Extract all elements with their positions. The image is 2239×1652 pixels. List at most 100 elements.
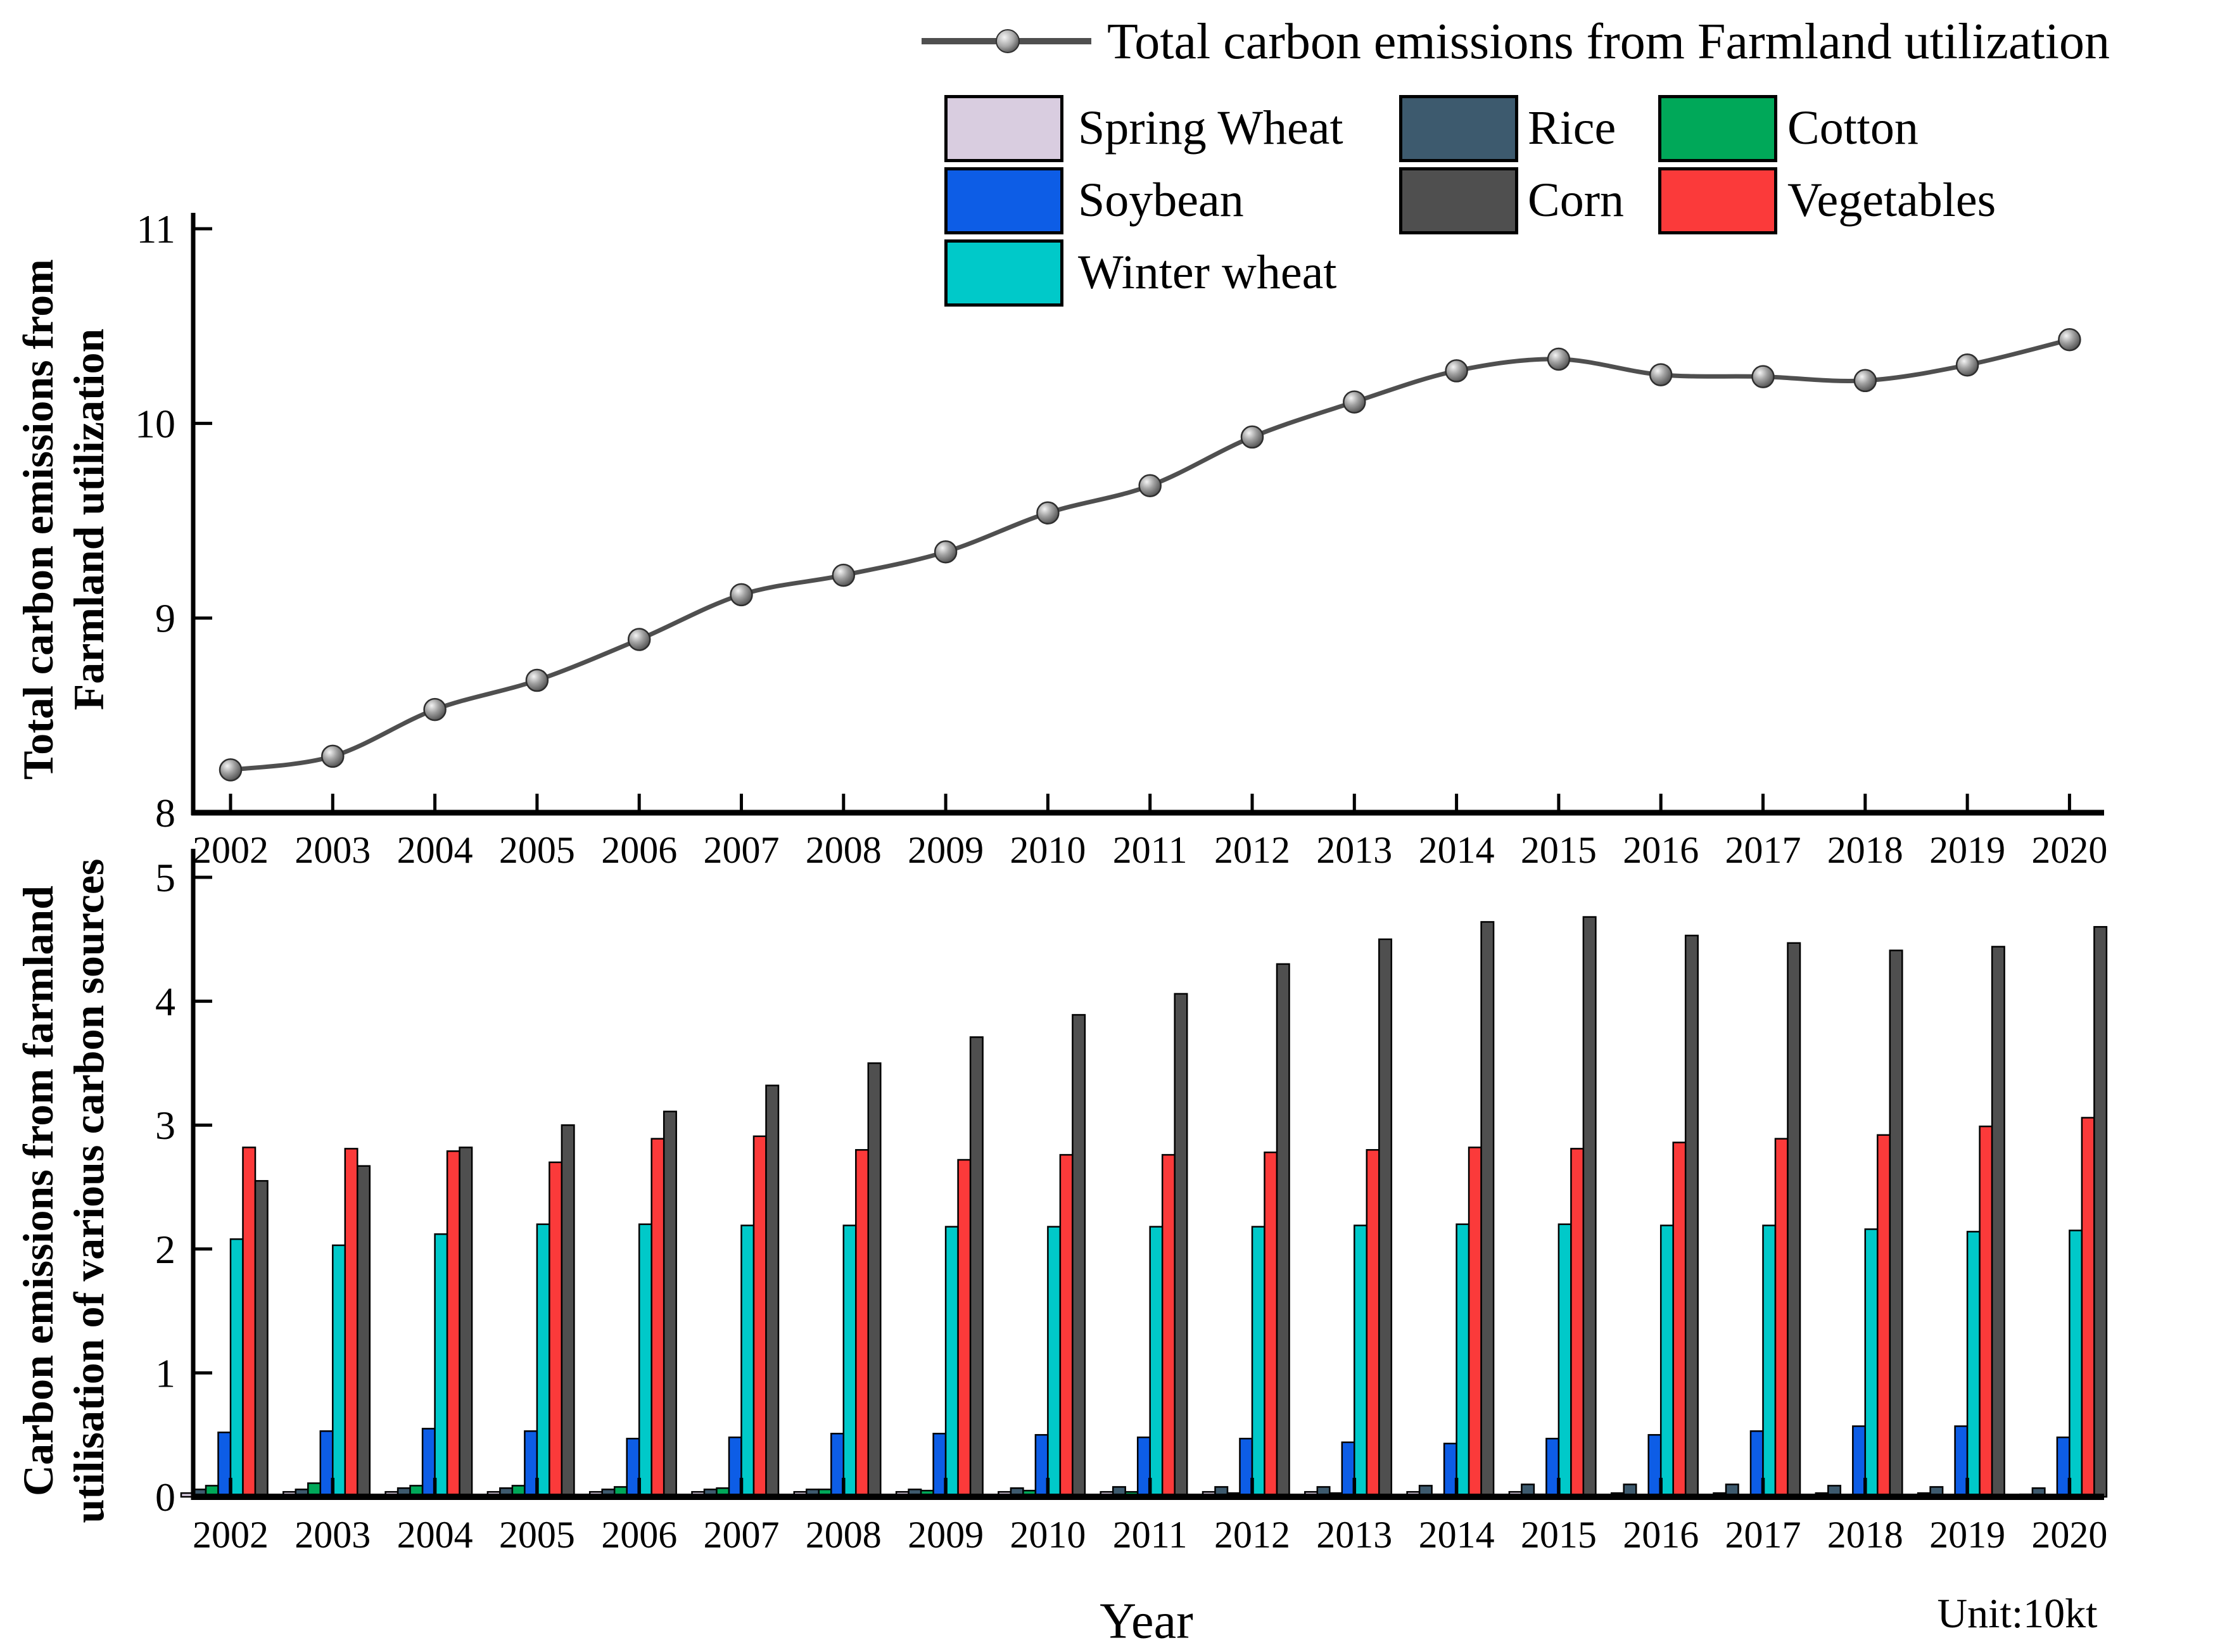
bar [1684,934,1699,1498]
bar [1264,1151,1278,1498]
bar [638,1223,652,1498]
bottom-y-tick-label: 3 [155,1103,175,1148]
bar [1991,946,2005,1498]
line-marker [1240,425,1264,449]
bar [752,1135,767,1498]
bottom-x-tick-label: 2005 [499,1514,575,1556]
bottom-x-tick-label: 2002 [193,1514,269,1556]
bar [1480,921,1495,1498]
legend-swatch-rice [1399,95,1518,162]
bar [1251,1226,1265,1498]
bar [765,1084,780,1498]
bottom-x-tick-label: 2014 [1419,1514,1495,1556]
bar [1582,916,1597,1498]
bar [1672,1141,1687,1498]
bottom-x-tick-label: 2012 [1214,1514,1290,1556]
top-x-tick-label: 2015 [1521,829,1597,871]
bar [2081,1117,2095,1498]
bar [1787,942,1801,1498]
line-marker [730,583,753,607]
line-marker [321,744,345,768]
bar [1443,1442,1457,1498]
bottom-x-tick-label: 2004 [397,1514,473,1556]
bar [1276,963,1290,1498]
bar [2069,1229,2083,1498]
bottom-y-tick-label: 0 [155,1475,175,1520]
bar [344,1148,358,1498]
bar [1149,1226,1164,1498]
legend-swatch-soybean [944,167,1063,234]
legend-label-corn: Corn [1528,174,1624,227]
bar [1545,1437,1560,1498]
unit-note: Unit:10kt [1937,1591,2098,1637]
bar [217,1432,232,1498]
bar [626,1437,640,1498]
bottom-x-tick-label: 2003 [295,1514,371,1556]
bar [332,1244,346,1498]
bar [1341,1441,1355,1498]
bar [1047,1226,1062,1498]
bottom-x-tick-label: 2015 [1521,1514,1597,1556]
top-x-tick-label: 2010 [1010,829,1086,871]
legend-line-label: Total carbon emissions from Farmland uti… [1107,14,2110,70]
top-y-tick-label: 8 [155,791,175,836]
bar [1966,1231,1981,1498]
legend-label-cotton: Cotton [1787,101,1919,155]
bar [740,1224,755,1498]
bar [1174,993,1188,1498]
bar [242,1147,257,1498]
top-x-tick-label: 2002 [193,829,269,871]
line-marker [2058,328,2081,352]
line-marker [1547,347,1571,371]
legend-swatch-winter-wheat [944,239,1063,307]
bar [842,1224,857,1498]
bar [536,1223,550,1498]
bar [663,1110,677,1498]
top-x-tick-label: 2016 [1623,829,1699,871]
bar [1647,1433,1662,1498]
bar [1877,1134,1891,1498]
top-x-tick-label: 2020 [2031,829,2107,871]
bar [855,1149,870,1498]
legend-swatch-spring-wheat [944,95,1063,162]
bar [1557,1223,1572,1498]
top-x-tick-label: 2003 [295,829,371,871]
bar [1456,1223,1470,1498]
legend-line-marker-icon [996,29,1020,53]
top-x-tick-label: 2017 [1725,829,1801,871]
top-x-tick-label: 2007 [704,829,780,871]
legend-swatch-vegetables [1658,167,1777,234]
bar [2056,1436,2071,1498]
top-x-tick-label: 2018 [1827,829,1903,871]
line-marker [1138,474,1162,497]
bar [1864,1228,1879,1498]
bar [1239,1437,1253,1498]
line-marker [934,540,958,564]
top-x-tick-label: 2011 [1113,829,1188,871]
bottom-x-tick-label: 2008 [806,1514,882,1556]
bottom-x-tick-label: 2013 [1316,1514,1392,1556]
legend-label-spring-wheat: Spring Wheat [1078,101,1343,155]
top-y-tick-label: 10 [135,401,175,446]
line-marker [1853,369,1877,393]
bottom-x-tick-label: 2007 [704,1514,780,1556]
line-marker [1751,365,1775,388]
bar [421,1428,436,1498]
top-x-tick-label: 2006 [601,829,677,871]
bar [969,1036,984,1498]
top-x-tick-label: 2005 [499,829,575,871]
bottom-x-tick-label: 2020 [2031,1514,2107,1556]
legend-swatch-corn [1399,167,1518,234]
bar [728,1436,742,1498]
bar [1774,1138,1789,1498]
bar [944,1226,959,1498]
bottom-y-tick-label: 1 [155,1350,175,1395]
bottom-y-axis-title-line1: Carbon emissions from farmland [14,886,62,1496]
top-y-axis-title-line1: Total carbon emissions from [14,259,62,780]
legend-swatch-cotton [1658,95,1777,162]
bar [1570,1148,1585,1498]
bar [1136,1436,1151,1498]
bottom-y-axis-title-line2: utilisation of various carbon sources [65,858,113,1523]
bar [459,1147,473,1498]
